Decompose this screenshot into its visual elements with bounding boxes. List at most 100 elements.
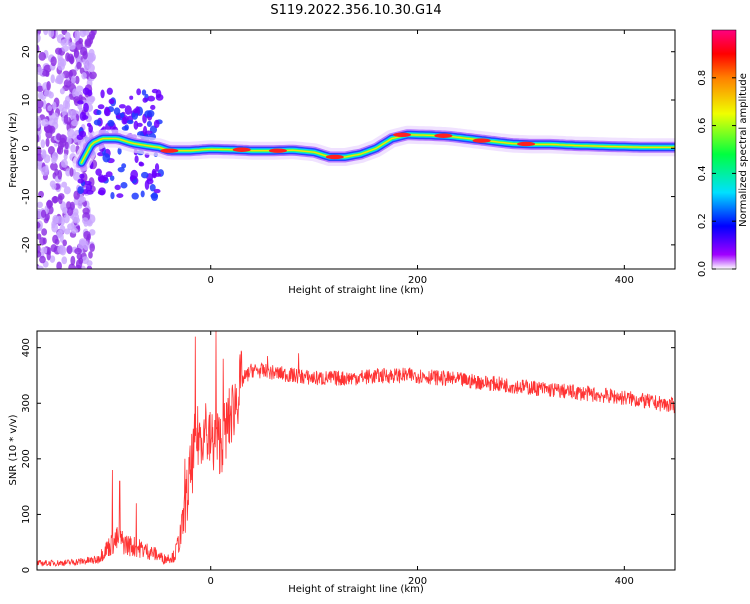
x-tick-label: 0 — [208, 576, 214, 587]
heatmap-speckle — [74, 30, 80, 41]
heatmap-speckle — [55, 47, 63, 55]
heatmap-peak — [325, 154, 344, 160]
heatmap-speckle — [56, 133, 62, 141]
heatmap-speckle — [51, 222, 59, 233]
heatmap-speckle — [120, 181, 128, 189]
heatmap-speckle — [50, 162, 58, 171]
heatmap-speckle — [106, 87, 113, 95]
heatmap-speckle — [56, 261, 62, 269]
heatmap-speckle — [74, 247, 82, 255]
colorbar-ticks: 0.0 0.2 0.4 0.6 0.8 — [697, 70, 736, 277]
heatmap-speckle — [69, 55, 74, 65]
heatmap-speckle — [143, 125, 148, 136]
heatmap-speckle — [129, 95, 134, 100]
heatmap-speckle — [52, 234, 59, 244]
spectrogram-panel: 0 200 400 -20 -10 0 10 20 Height of straight li… — [8, 29, 676, 296]
heatmap-speckle — [71, 119, 79, 127]
heatmap-speckle — [51, 183, 57, 190]
heatmap-speckle — [138, 162, 145, 167]
heatmap-speckle — [67, 108, 73, 117]
heatmap-speckle — [131, 111, 139, 120]
heatmap-speckle — [85, 39, 92, 47]
heatmap-speckle — [52, 101, 57, 111]
colorbar-label: Normalized spectral amplitude — [738, 73, 749, 227]
heatmap-speckle — [37, 99, 44, 109]
heatmap-speckle — [121, 163, 127, 169]
heatmap-speckle — [129, 174, 135, 182]
colorbar-tick-label: 0.4 — [697, 165, 708, 181]
heatmap-speckle — [72, 217, 81, 224]
heatmap-speckle — [116, 193, 124, 198]
heatmap-speckle — [37, 201, 43, 209]
snr-y-axis-label: SNR (10 * v/v) — [8, 414, 19, 485]
heatmap-speckle — [41, 166, 50, 177]
heatmap-speckle — [77, 186, 84, 195]
heatmap-speckle — [40, 139, 46, 149]
heatmap-speckle — [133, 108, 138, 114]
heatmap-speckle — [82, 50, 88, 60]
heatmap-speckle — [82, 207, 90, 215]
heatmap-speckle — [61, 181, 68, 188]
heatmap-peak — [472, 138, 491, 143]
heatmap-speckle — [88, 251, 93, 259]
heatmap-speckle — [40, 209, 47, 218]
heatmap-peak — [232, 147, 251, 152]
heatmap-speckle — [126, 119, 134, 125]
heatmap-speckle — [136, 122, 143, 127]
heatmap-speckle — [79, 130, 87, 138]
heatmap-speckle — [50, 244, 58, 253]
heatmap-speckle — [114, 184, 121, 191]
heatmap-speckle — [79, 173, 85, 179]
spectrogram-x-axis-label: Height of straight line (km) — [288, 285, 424, 296]
heatmap-speckle — [77, 201, 83, 209]
heatmap-speckle — [39, 237, 46, 246]
colorbar-tick-label: 0.0 — [697, 261, 708, 277]
heatmap-speckle — [46, 247, 52, 256]
heatmap-speckle — [150, 104, 156, 110]
heatmap-speckle — [40, 246, 48, 254]
heatmap-speckle — [87, 55, 96, 62]
heatmap-speckle — [37, 221, 41, 229]
heatmap-speckle — [48, 30, 55, 38]
heatmap-speckle — [147, 110, 155, 118]
heatmap-speckle — [97, 190, 106, 195]
y-tick-label: 0 — [21, 567, 32, 573]
heatmap-speckle — [86, 122, 92, 127]
heatmap-speckle — [98, 175, 107, 183]
heatmap-peak — [160, 148, 179, 153]
spectrogram-axes: 0 200 400 -20 -10 0 10 20 — [21, 30, 675, 286]
heatmap-speckle — [104, 106, 110, 116]
heatmap-speckle — [86, 189, 94, 195]
colorbar: 0.0 0.2 0.4 0.6 0.8 Normalized spectral ampl… — [697, 29, 749, 277]
heatmap-speckle — [51, 196, 59, 204]
heatmap-speckle — [78, 94, 83, 102]
colorbar-frame — [711, 29, 737, 270]
heatmap-speckle — [76, 253, 82, 260]
heatmap-speckle — [140, 190, 145, 198]
heatmap-speckle — [88, 63, 95, 73]
heatmap-speckle — [75, 40, 83, 51]
heatmap-speckle — [95, 168, 102, 176]
x-tick-label: 400 — [615, 275, 634, 286]
heatmap-speckle — [147, 95, 156, 102]
heatmap-speckle — [121, 126, 129, 131]
heatmap-speckle — [64, 95, 71, 105]
heatmap-speckle — [61, 38, 70, 46]
snr-frame — [36, 330, 676, 571]
heatmap-speckle — [46, 199, 53, 210]
heatmap-speckle — [45, 137, 50, 147]
spectrogram-heatmap — [37, 30, 675, 269]
heatmap-speckle — [41, 69, 50, 77]
heatmap-speckle — [118, 104, 126, 109]
heatmap-speckle — [86, 260, 93, 267]
heatmap-speckle — [39, 255, 46, 264]
heatmap-speckle — [81, 72, 87, 80]
heatmap-speckle — [100, 89, 105, 99]
heatmap-speckle — [57, 62, 66, 71]
heatmap-speckle — [117, 147, 122, 155]
figure-title: S119.2022.356.10.30.G14 — [270, 3, 441, 18]
x-tick-label: 0 — [208, 275, 214, 286]
heatmap-speckle — [77, 178, 85, 184]
colorbar-tick-label: 0.8 — [697, 70, 708, 86]
heatmap-speckle — [68, 42, 76, 50]
